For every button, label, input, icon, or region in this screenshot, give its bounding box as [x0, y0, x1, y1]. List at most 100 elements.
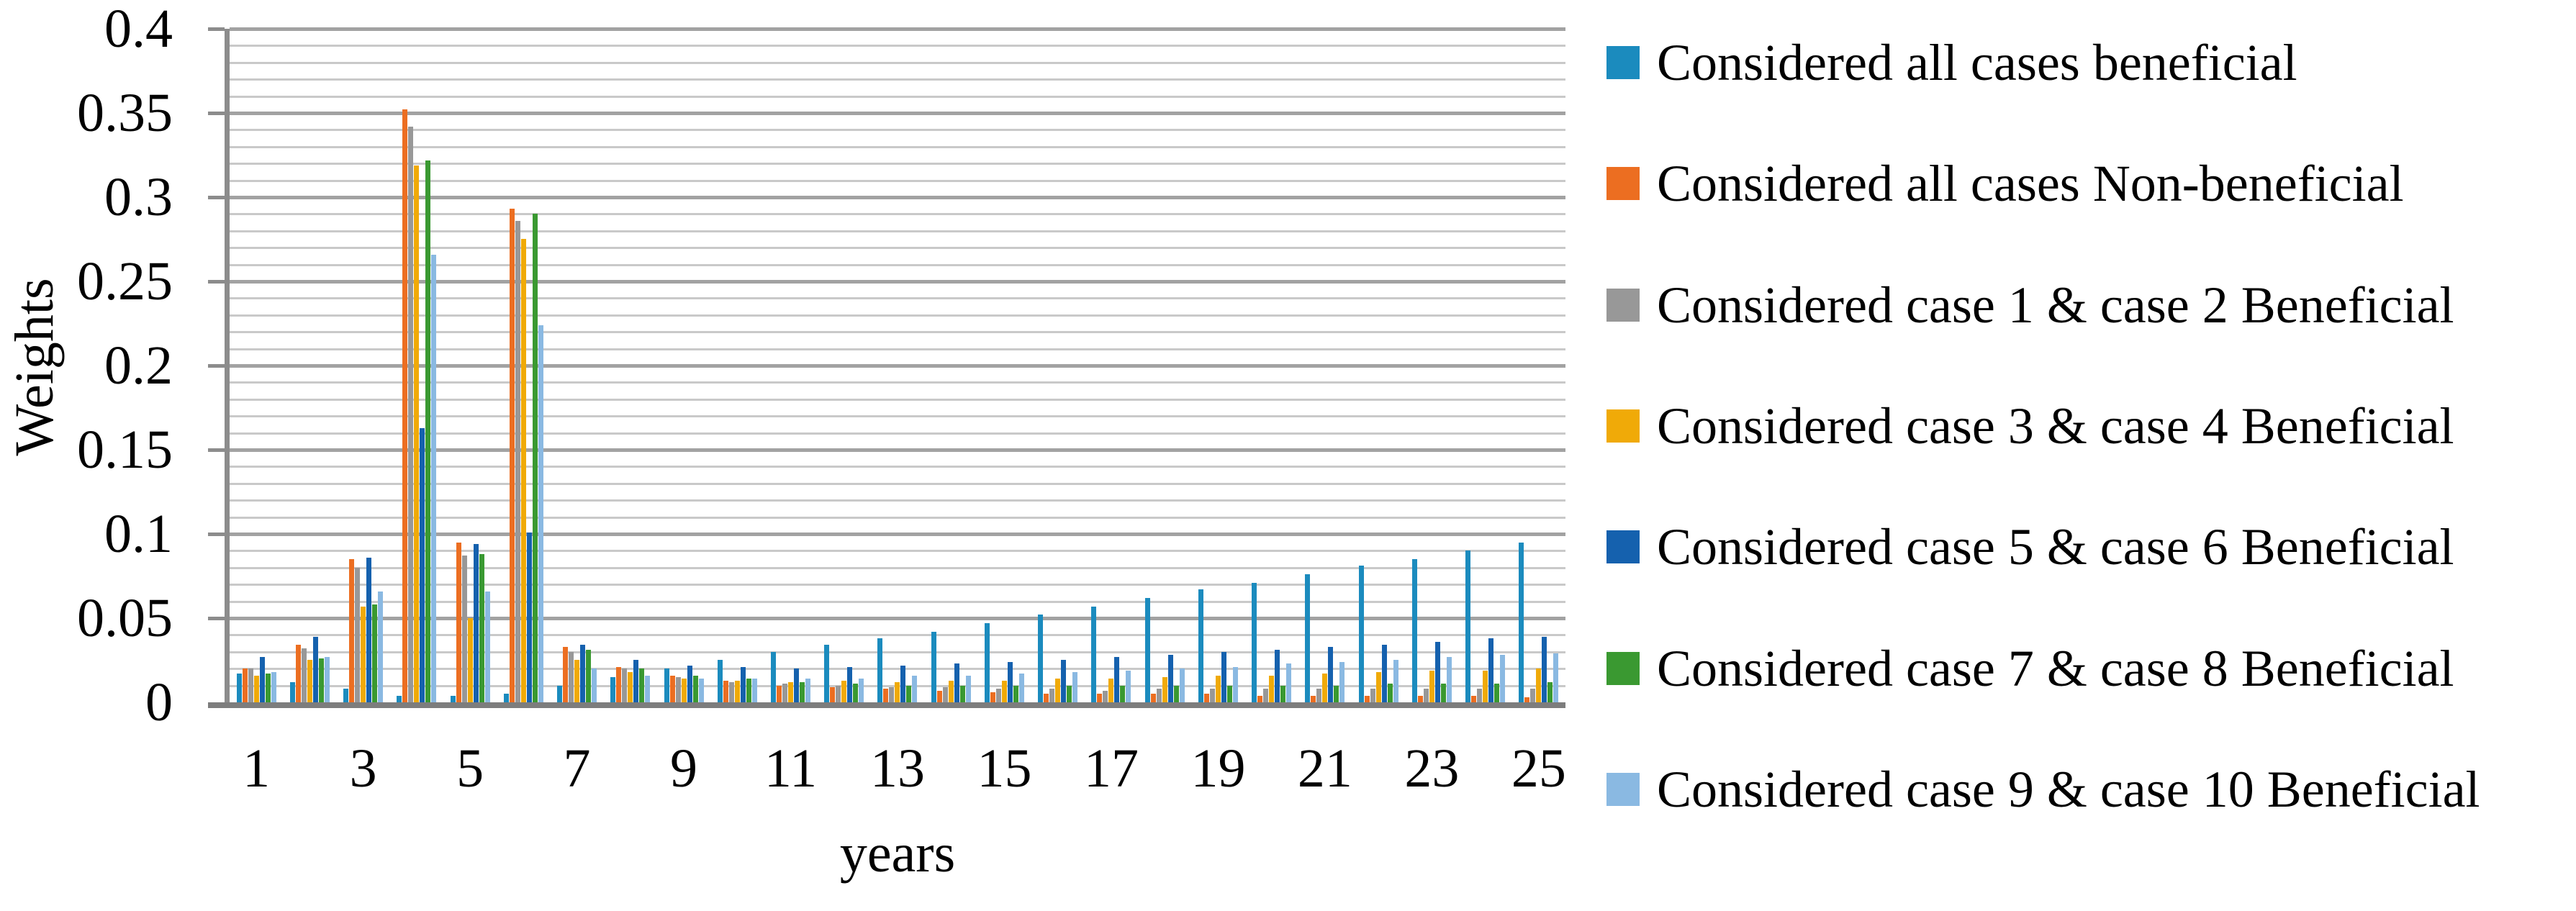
bar-group-year-25: [1512, 29, 1565, 702]
bar: [538, 325, 543, 702]
bar: [948, 681, 954, 702]
bar: [484, 592, 490, 702]
bar: [675, 677, 681, 702]
bar: [431, 255, 437, 702]
x-axis-line: [208, 702, 1565, 708]
bar: [1232, 667, 1238, 702]
bar: [1471, 696, 1477, 702]
bar: [1328, 647, 1334, 702]
legend-label: Considered all cases beneficial: [1657, 34, 2297, 91]
bar: [1387, 684, 1393, 702]
bar: [877, 638, 883, 702]
bar: [563, 647, 569, 702]
x-tick-label: 13: [870, 738, 925, 799]
bar: [1103, 691, 1108, 702]
bar: [509, 209, 515, 702]
bar: [771, 652, 776, 702]
bar-group-year-15: [977, 29, 1031, 702]
bar: [853, 684, 859, 702]
y-axis-tick: [208, 617, 225, 620]
bar: [800, 682, 805, 702]
bar: [1126, 671, 1131, 702]
y-axis-line: [225, 29, 230, 707]
bar: [1263, 689, 1269, 702]
bar: [532, 214, 538, 702]
bar: [366, 558, 372, 702]
bar: [479, 554, 484, 702]
gridline-minor: [230, 398, 1565, 401]
bar: [1370, 689, 1375, 702]
y-axis-tick: [208, 27, 225, 31]
bar: [1269, 676, 1275, 702]
bar: [1429, 671, 1434, 702]
bar-group-year-17: [1085, 29, 1138, 702]
y-tick-label: 0.1: [104, 504, 173, 564]
bar: [1038, 615, 1044, 702]
bar: [1334, 686, 1339, 702]
bar: [467, 618, 473, 702]
bar: [883, 689, 889, 702]
legend-swatch: [1606, 530, 1640, 564]
y-axis-tick: [208, 196, 225, 199]
bar-group-year-3: [336, 29, 389, 702]
gridline-minor: [230, 482, 1565, 485]
gridline-minor: [230, 584, 1565, 586]
legend-item: Considered all cases Non-beneficial: [1606, 151, 2571, 216]
y-tick-label: 0.3: [104, 167, 173, 227]
y-tick-label: 0.35: [77, 83, 173, 143]
bar: [616, 667, 622, 702]
bar: [1252, 583, 1257, 702]
bar: [586, 650, 592, 702]
bar: [1179, 668, 1185, 702]
bar: [592, 668, 597, 702]
bar: [318, 658, 324, 702]
bar: [253, 676, 259, 702]
bar: [1108, 679, 1114, 702]
bar: [420, 428, 425, 702]
bar: [1055, 679, 1061, 702]
bar: [751, 679, 757, 702]
bar-group-year-6: [497, 29, 550, 702]
bar: [1150, 694, 1156, 702]
gridline-major: [230, 364, 1565, 368]
bar: [622, 668, 628, 702]
x-tick-label: 3: [349, 738, 377, 799]
bar: [681, 679, 687, 702]
bar-group-year-13: [871, 29, 924, 702]
legend-swatch: [1606, 167, 1640, 201]
bar: [242, 668, 248, 702]
legend-swatch: [1606, 409, 1640, 443]
bar: [1114, 657, 1120, 702]
bar: [414, 166, 420, 702]
y-tick-label: 0.2: [104, 335, 173, 396]
legend: Considered all cases beneficial Considere…: [1606, 30, 2571, 822]
plot-area: [230, 27, 1565, 702]
gridline-minor: [230, 145, 1565, 148]
bar: [1381, 645, 1387, 702]
gridline-major: [230, 448, 1565, 452]
y-axis-tick: [208, 364, 225, 368]
gridline-minor: [230, 600, 1565, 603]
bar: [1018, 674, 1024, 702]
gridline-minor: [230, 61, 1565, 64]
legend-item: Considered case 9 & case 10 Beneficial: [1606, 757, 2571, 822]
bar: [965, 676, 971, 702]
bar: [1434, 642, 1440, 702]
bar: [836, 686, 841, 702]
bar: [1536, 668, 1542, 702]
legend-item: Considered all cases beneficial: [1606, 30, 2571, 95]
y-axis-tick: [208, 280, 225, 284]
bar: [456, 543, 461, 702]
x-tick-label: 19: [1190, 738, 1246, 799]
bar: [1226, 686, 1232, 702]
bar: [1322, 674, 1328, 702]
legend-item: Considered case 7 & case 8 Beneficial: [1606, 636, 2571, 701]
bar-group-year-1: [230, 29, 283, 702]
bar: [372, 604, 378, 702]
bar: [1417, 696, 1423, 702]
bar: [1358, 566, 1364, 702]
x-tick-label: 7: [563, 738, 591, 799]
bar: [289, 682, 295, 702]
bar: [830, 687, 836, 702]
gridline-minor: [230, 550, 1565, 553]
